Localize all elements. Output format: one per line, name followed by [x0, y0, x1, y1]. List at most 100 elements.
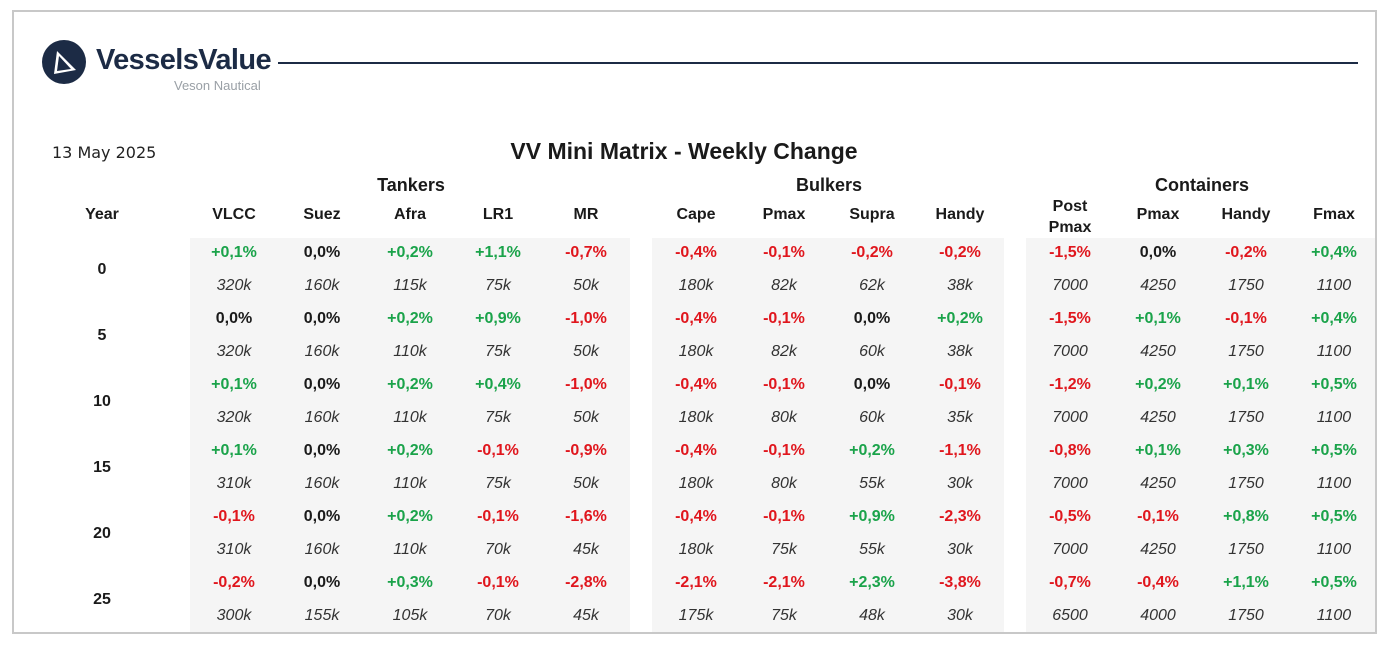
- change-cell: -1,6%: [565, 508, 607, 525]
- value-cell: 7000: [1052, 343, 1088, 360]
- panel-bulkers: [652, 238, 1004, 632]
- value-cell: 1750: [1228, 343, 1264, 360]
- column-header: Handy: [935, 206, 985, 223]
- value-cell: 4250: [1140, 343, 1176, 360]
- change-cell: +0,5%: [1311, 508, 1357, 525]
- change-cell: -0,2%: [213, 574, 255, 591]
- change-cell: 0,0%: [853, 310, 891, 327]
- value-cell: 115k: [393, 277, 427, 294]
- change-cell: +0,1%: [1135, 310, 1181, 327]
- change-cell: -1,1%: [939, 442, 981, 459]
- value-cell: 175k: [678, 607, 714, 624]
- column-header: LR1: [482, 206, 514, 223]
- change-cell: -1,0%: [565, 376, 607, 393]
- value-cell: 1100: [1316, 277, 1352, 294]
- value-cell: 160k: [304, 277, 340, 294]
- change-cell: -0,1%: [1137, 508, 1179, 525]
- change-cell: +2,3%: [849, 574, 895, 591]
- column-header: Pmax: [762, 206, 806, 223]
- value-cell: 7000: [1052, 541, 1088, 558]
- change-cell: -0,1%: [477, 574, 519, 591]
- group-tankers: Tankers: [377, 175, 445, 195]
- change-cell: +0,5%: [1311, 442, 1357, 459]
- change-cell: -3,8%: [939, 574, 981, 591]
- change-cell: 0,0%: [303, 442, 341, 459]
- change-cell: +0,1%: [211, 244, 257, 261]
- value-cell: 55k: [859, 541, 885, 558]
- change-cell: +0,3%: [387, 574, 433, 591]
- column-header: Afra: [393, 206, 426, 223]
- value-cell: 1100: [1316, 343, 1352, 360]
- vesselsvalue-logo-icon: [42, 40, 86, 84]
- change-cell: -0,1%: [763, 442, 805, 459]
- change-cell: +0,2%: [937, 310, 983, 327]
- value-cell: 160k: [304, 343, 340, 360]
- change-cell: 0,0%: [853, 376, 891, 393]
- year-label: 25: [93, 591, 111, 608]
- change-cell: -0,1%: [763, 508, 805, 525]
- report-title: VV Mini Matrix - Weekly Change: [14, 138, 1354, 165]
- year-label: 20: [93, 525, 111, 542]
- change-cell: -2,8%: [565, 574, 607, 591]
- change-cell: +1,1%: [475, 244, 521, 261]
- value-cell: 310k: [216, 475, 252, 492]
- column-header: Cape: [676, 206, 716, 223]
- year-label: 0: [97, 261, 107, 278]
- value-cell: 160k: [304, 541, 340, 558]
- change-cell: 0,0%: [303, 508, 341, 525]
- report-title-text: VV Mini Matrix - Weekly Change: [510, 138, 858, 164]
- change-cell: 0,0%: [303, 244, 341, 261]
- value-cell: 110k: [393, 343, 427, 360]
- value-cell: 1750: [1228, 475, 1264, 492]
- value-cell: 82k: [771, 343, 797, 360]
- value-cell: 80k: [771, 475, 797, 492]
- value-cell: 180k: [678, 277, 714, 294]
- value-cell: 75k: [771, 541, 797, 558]
- vesselsvalue-logo: VesselsValue Veson Nautical: [42, 40, 282, 93]
- change-cell: +1,1%: [1223, 574, 1269, 591]
- change-cell: +0,9%: [849, 508, 895, 525]
- value-cell: 1750: [1228, 409, 1264, 426]
- value-cell: 1100: [1316, 607, 1352, 624]
- value-cell: 75k: [485, 409, 511, 426]
- report-frame: VesselsValue Veson Nautical 13 May 2025 …: [12, 10, 1377, 634]
- value-cell: 60k: [859, 343, 885, 360]
- value-cell: 160k: [304, 475, 340, 492]
- panel-containers: [1026, 238, 1375, 632]
- change-cell: -0,4%: [675, 244, 717, 261]
- change-cell: -0,1%: [763, 244, 805, 261]
- year-label: 5: [97, 327, 107, 344]
- change-cell: +0,8%: [1223, 508, 1269, 525]
- change-cell: +0,3%: [1223, 442, 1269, 459]
- value-cell: 80k: [771, 409, 797, 426]
- change-cell: -2,3%: [939, 508, 981, 525]
- value-cell: 1100: [1316, 409, 1352, 426]
- change-cell: -0,2%: [1225, 244, 1267, 261]
- value-cell: 60k: [859, 409, 885, 426]
- change-cell: 0,0%: [215, 310, 253, 327]
- value-cell: 155k: [304, 607, 340, 624]
- value-cell: 4250: [1140, 277, 1176, 294]
- change-cell: -0,4%: [675, 310, 717, 327]
- change-cell: +0,1%: [211, 376, 257, 393]
- group-bulkers: Bulkers: [795, 175, 863, 195]
- value-cell: 1750: [1228, 277, 1264, 294]
- change-cell: -1,2%: [1049, 376, 1091, 393]
- change-cell: -0,2%: [851, 244, 893, 261]
- change-cell: -0,5%: [1049, 508, 1091, 525]
- value-cell: 160k: [304, 409, 340, 426]
- change-cell: -1,0%: [565, 310, 607, 327]
- value-cell: 180k: [678, 541, 714, 558]
- change-cell: +0,5%: [1311, 376, 1357, 393]
- value-cell: 50k: [573, 475, 599, 492]
- value-cell: 180k: [678, 475, 714, 492]
- change-cell: +0,2%: [387, 442, 433, 459]
- value-cell: 6500: [1052, 607, 1088, 624]
- value-cell: 110k: [393, 475, 427, 492]
- change-cell: +0,5%: [1311, 574, 1357, 591]
- change-cell: -0,7%: [565, 244, 607, 261]
- change-cell: -0,7%: [1049, 574, 1091, 591]
- change-cell: -0,1%: [1225, 310, 1267, 327]
- value-cell: 180k: [678, 343, 714, 360]
- value-cell: 310k: [216, 541, 252, 558]
